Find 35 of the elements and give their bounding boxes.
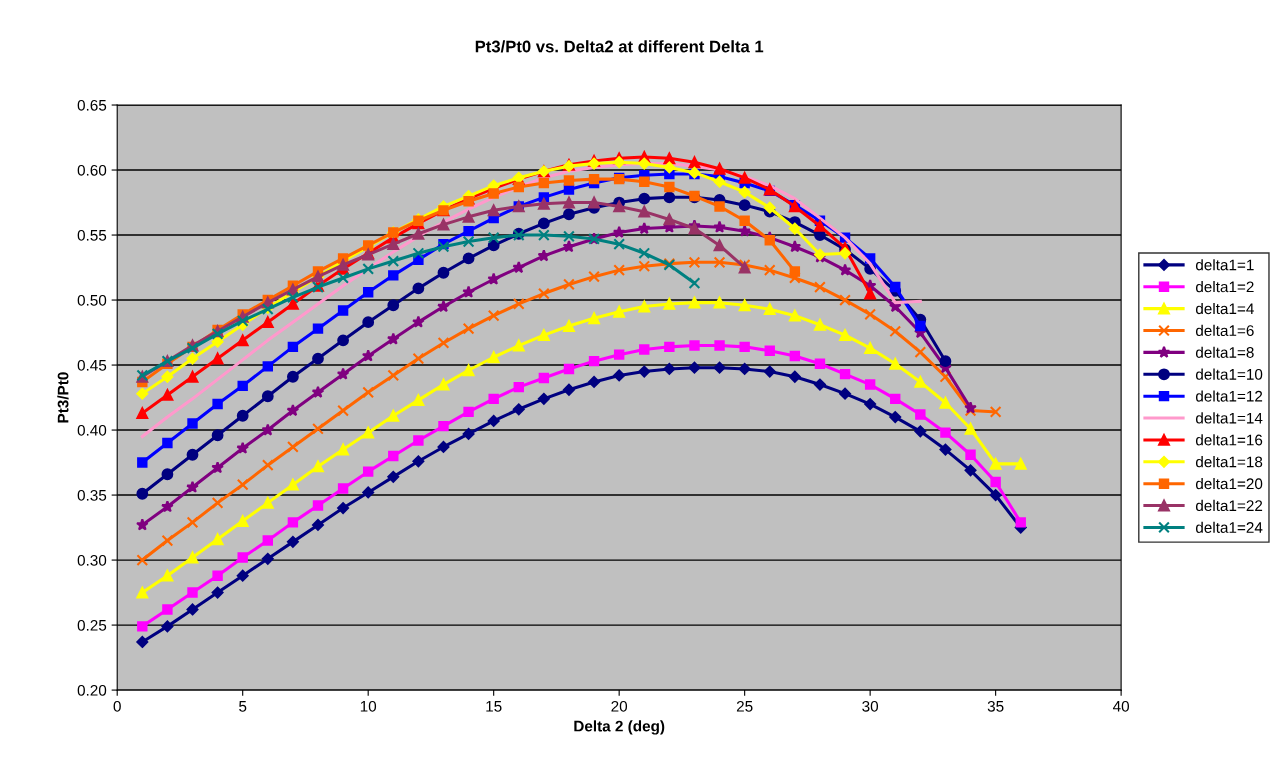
y-tick-label: 0.50 — [77, 294, 107, 306]
y-axis-title: Pt3/Pt0 — [57, 372, 69, 423]
x-tick-label: 10 — [360, 700, 377, 712]
x-tick-label: 0 — [113, 700, 121, 712]
legend-label: delta1=6 — [1195, 324, 1254, 337]
legend-label: delta1=18 — [1195, 456, 1263, 468]
x-tick-label: 40 — [1112, 700, 1130, 712]
y-tick-label: 0.35 — [77, 489, 107, 501]
y-tick-label: 0.60 — [77, 164, 107, 176]
x-tick-label: 35 — [987, 700, 1004, 712]
legend-label: delta1=10 — [1195, 368, 1263, 380]
y-tick-label: 0.65 — [77, 99, 107, 111]
y-tick-label: 0.55 — [77, 229, 107, 241]
x-tick-label: 25 — [736, 700, 753, 712]
legend-label: delta1=8 — [1195, 346, 1254, 358]
y-tick-label: 0.30 — [77, 554, 107, 566]
x-tick-label: 30 — [862, 700, 879, 712]
x-tick-label: 15 — [486, 701, 502, 712]
legend-label: delta1=14 — [1195, 412, 1263, 424]
chart-title: Pt3/Pt0 vs. Delta2 at different Delta 1 — [475, 40, 764, 53]
x-tick-label: 20 — [611, 700, 628, 712]
legend-label: delta1=4 — [1195, 302, 1254, 315]
legend-label: delta1=22 — [1195, 499, 1263, 512]
legend-label: delta1=2 — [1195, 281, 1254, 293]
y-tick-label: 0.25 — [77, 619, 107, 631]
x-tick-label: 5 — [239, 701, 247, 712]
legend-label: delta1=12 — [1195, 390, 1263, 402]
y-tick-label: 0.40 — [77, 424, 107, 436]
legend-label: delta1=20 — [1195, 477, 1263, 490]
y-tick-label: 0.45 — [77, 359, 107, 371]
x-axis-title: Delta 2 (deg) — [574, 720, 665, 735]
legend-label: delta1=1 — [1195, 259, 1254, 271]
y-tick-label: 0.20 — [77, 684, 107, 696]
legend-label: delta1=24 — [1195, 521, 1263, 533]
legend-label: delta1=16 — [1195, 434, 1263, 446]
